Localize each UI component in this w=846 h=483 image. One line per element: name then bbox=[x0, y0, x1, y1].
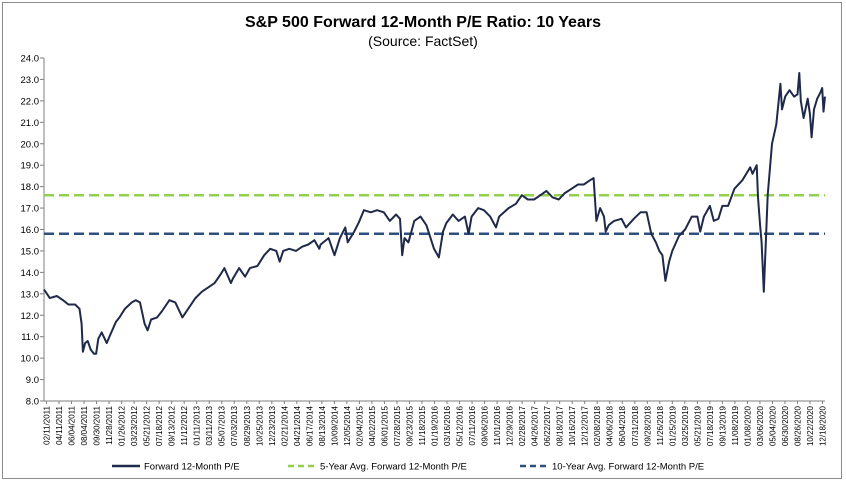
x-tick-label: 01/11/2013 bbox=[193, 405, 202, 445]
x-tick-label: 08/13/2014 bbox=[318, 405, 327, 446]
x-tick-label: 03/06/2020 bbox=[756, 405, 765, 446]
x-tick-label: 02/04/2015 bbox=[355, 405, 364, 446]
x-tick-label: 12/12/2017 bbox=[581, 405, 590, 446]
x-tick-label: 11/12/2012 bbox=[180, 405, 189, 445]
x-tick-label: 12/29/2016 bbox=[506, 405, 515, 446]
x-tick-label: 11/08/2019 bbox=[731, 405, 740, 445]
x-tick-label: 04/21/2014 bbox=[293, 405, 302, 446]
x-tick-label: 11/01/2016 bbox=[493, 405, 502, 445]
x-tick-label: 09/13/2019 bbox=[718, 405, 727, 446]
x-tick-label: 09/23/2015 bbox=[405, 405, 414, 446]
legend-label: 5-Year Avg. Forward 12-Month P/E bbox=[320, 462, 467, 473]
forward-pe-line bbox=[43, 72, 826, 355]
x-tick-label: 09/13/2012 bbox=[168, 405, 177, 446]
x-axis-ticks: 02/11/2011 04/11/2011 06/04/2011 08/04/2011… bbox=[43, 401, 828, 446]
x-tick-label: 11/26/2018 bbox=[656, 405, 665, 445]
x-tick-label: 06/30/2020 bbox=[781, 405, 790, 446]
x-tick-label: 06/04/2018 bbox=[618, 405, 627, 446]
x-tick-label: 08/29/2013 bbox=[243, 405, 252, 446]
x-tick-label: 06/17/2014 bbox=[305, 405, 314, 446]
x-tick-label: 10/25/2013 bbox=[255, 405, 264, 446]
x-tick-label: 03/16/2016 bbox=[443, 405, 452, 446]
x-tick-label: 09/30/2011 bbox=[93, 405, 102, 445]
x-tick-label: 04/06/2018 bbox=[606, 405, 615, 446]
x-tick-label: 12/23/2013 bbox=[268, 405, 277, 446]
x-tick-label: 05/21/2019 bbox=[693, 405, 702, 446]
x-tick-label: 05/21/2012 bbox=[143, 405, 152, 446]
x-tick-label: 02/21/2014 bbox=[280, 405, 289, 446]
x-tick-label: 04/02/2015 bbox=[368, 405, 377, 446]
x-tick-label: 08/04/2011 bbox=[80, 405, 89, 445]
x-tick-label: 02/11/2011 bbox=[43, 405, 52, 444]
x-tick-label: 10/09/2014 bbox=[330, 405, 339, 446]
x-tick-label: 01/25/2019 bbox=[668, 405, 677, 446]
y-axis-ticks: 8.0 9.0 10.0 11.0 12.0 13.0 14.0 15.0 16.0 17.0 18… bbox=[21, 54, 44, 408]
x-tick-label: 03/11/2013 bbox=[205, 405, 214, 445]
y-tick-label: 19.0 bbox=[21, 161, 40, 172]
x-tick-label: 07/18/2012 bbox=[155, 405, 164, 446]
x-tick-label: 02/28/2017 bbox=[518, 405, 527, 446]
x-tick-label: 11/18/2015 bbox=[418, 405, 427, 445]
y-tick-label: 8.0 bbox=[26, 397, 39, 408]
legend-label: Forward 12-Month P/E bbox=[144, 462, 240, 473]
x-tick-label: 08/18/2017 bbox=[556, 405, 565, 446]
x-tick-label: 10/16/2017 bbox=[568, 405, 577, 446]
x-tick-label: 06/22/2017 bbox=[543, 405, 552, 446]
x-tick-label: 01/08/2020 bbox=[743, 405, 752, 446]
x-tick-label: 05/04/2020 bbox=[768, 405, 777, 446]
y-tick-label: 11.0 bbox=[21, 332, 39, 343]
x-tick-label: 03/25/2019 bbox=[681, 405, 690, 446]
average-lines bbox=[44, 193, 825, 236]
x-tick-label: 02/08/2018 bbox=[593, 405, 602, 446]
y-tick-label: 17.0 bbox=[21, 204, 40, 215]
x-tick-label: 03/23/2012 bbox=[130, 405, 139, 446]
x-tick-label: 11/28/2011 bbox=[105, 405, 114, 444]
x-tick-label: 12/18/2020 bbox=[819, 405, 828, 446]
x-tick-label: 09/28/2018 bbox=[643, 405, 652, 446]
y-tick-label: 12.0 bbox=[21, 311, 40, 322]
y-tick-label: 13.0 bbox=[21, 289, 40, 300]
chart-subtitle: (Source: FactSet) bbox=[368, 33, 478, 49]
y-tick-label: 24.0 bbox=[21, 54, 40, 65]
legend: Forward 12-Month P/E 5-Year Avg. Forward … bbox=[112, 462, 704, 473]
y-tick-label: 23.0 bbox=[21, 75, 40, 86]
x-tick-label: 06/04/2011 bbox=[68, 405, 77, 445]
x-tick-label: 07/28/2015 bbox=[393, 405, 402, 446]
x-tick-label: 05/12/2016 bbox=[456, 405, 465, 446]
x-tick-label: 05/07/2013 bbox=[218, 405, 227, 446]
x-tick-label: 07/11/2016 bbox=[468, 405, 477, 445]
x-tick-label: 04/26/2017 bbox=[531, 405, 540, 446]
y-tick-label: 9.0 bbox=[26, 375, 39, 386]
series-lines bbox=[43, 72, 826, 355]
axes bbox=[43, 58, 825, 402]
x-tick-label: 12/05/2014 bbox=[343, 405, 352, 446]
x-tick-label: 07/03/2013 bbox=[230, 405, 239, 446]
y-tick-label: 18.0 bbox=[21, 182, 40, 193]
x-tick-label: 08/26/2020 bbox=[793, 405, 802, 446]
x-tick-label: 07/18/2019 bbox=[706, 405, 715, 446]
y-tick-label: 22.0 bbox=[21, 96, 40, 107]
y-tick-label: 14.0 bbox=[21, 268, 40, 279]
x-tick-label: 06/01/2015 bbox=[380, 405, 389, 446]
x-tick-label: 01/26/2012 bbox=[118, 405, 127, 446]
x-tick-label: 01/19/2016 bbox=[431, 405, 440, 446]
x-tick-label: 10/22/2020 bbox=[806, 405, 815, 446]
x-tick-label: 09/06/2016 bbox=[481, 405, 490, 446]
y-tick-label: 16.0 bbox=[21, 225, 40, 236]
x-tick-label: 04/11/2011 bbox=[55, 405, 64, 444]
y-tick-label: 10.0 bbox=[21, 354, 40, 365]
y-tick-label: 21.0 bbox=[21, 118, 40, 129]
x-tick-label: 07/31/2018 bbox=[631, 405, 640, 446]
legend-label: 10-Year Avg. Forward 12-Month P/E bbox=[552, 462, 704, 473]
chart-title: S&P 500 Forward 12-Month P/E Ratio: 10 Y… bbox=[245, 14, 601, 31]
y-tick-label: 15.0 bbox=[21, 246, 40, 257]
y-tick-label: 20.0 bbox=[21, 139, 40, 150]
